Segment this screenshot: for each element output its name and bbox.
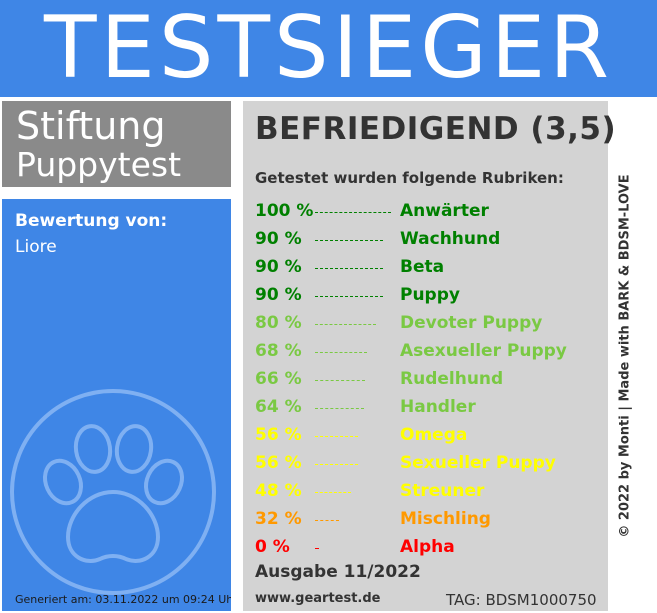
category-name: Wachhund: [400, 229, 501, 249]
category-level-line: [315, 268, 383, 269]
verdict-title: BEFRIEDIGEND (3,5): [255, 111, 617, 147]
category-row: 66 % Rudelhund: [255, 366, 605, 394]
category-row: 90 % Beta: [255, 254, 605, 282]
category-percent: 32 %: [255, 509, 302, 529]
generated-timestamp: Generiert am: 03.11.2022 um 09:24 Uhr: [15, 593, 231, 606]
category-percent: 66 %: [255, 369, 302, 389]
paw-icon: [10, 389, 216, 595]
category-name: Beta: [400, 257, 445, 277]
category-percent: 68 %: [255, 341, 302, 361]
category-row: 80 % Devoter Puppy: [255, 310, 605, 338]
category-row: 64 % Handler: [255, 394, 605, 422]
category-level-line: [315, 492, 351, 493]
category-row: 100 % Anwärter: [255, 198, 605, 226]
category-percent: 56 %: [255, 453, 302, 473]
credit-text: © 2022 by Monti | Made with BARK & BDSM-…: [617, 174, 633, 538]
category-row: 0 % Alpha: [255, 534, 605, 562]
result-panel: BEFRIEDIGEND (3,5) Getestet wurden folge…: [243, 101, 616, 611]
category-percent: 80 %: [255, 313, 302, 333]
category-name: Handler: [400, 397, 476, 417]
category-name: Streuner: [400, 481, 485, 501]
category-level-line: [315, 436, 358, 437]
categories-subtitle: Getestet wurden folgende Rubriken:: [255, 169, 564, 187]
brand-line1: Stiftung: [16, 104, 166, 148]
category-level-line: [315, 520, 339, 521]
category-level-line: [315, 352, 367, 353]
category-name: Rudelhund: [400, 369, 504, 389]
category-name: Devoter Puppy: [400, 313, 543, 333]
category-level-line: [315, 380, 365, 381]
category-percent: 90 %: [255, 257, 302, 277]
category-row: 90 % Wachhund: [255, 226, 605, 254]
tag-label: TAG: BDSM1000750: [446, 591, 597, 609]
category-level-line: [315, 296, 383, 297]
category-percent: 90 %: [255, 285, 302, 305]
category-level-line: [315, 324, 376, 325]
category-row: 48 % Streuner: [255, 478, 605, 506]
category-level-line: [315, 464, 358, 465]
category-name: Sexueller Puppy: [400, 453, 556, 473]
category-level-line: [315, 240, 383, 241]
category-row: 56 % Omega: [255, 422, 605, 450]
category-percent: 64 %: [255, 397, 302, 417]
category-list: 100 % Anwärter 90 % Wachhund 90 % Beta 90 % Pup…: [255, 198, 605, 562]
brand-line2: Puppytest: [16, 145, 182, 184]
rating-panel: Bewertung von: Liore Generiert am: 03.11…: [2, 199, 231, 611]
category-level-line: [315, 408, 364, 409]
category-level-line: [315, 212, 391, 213]
category-percent: 90 %: [255, 229, 302, 249]
category-level-line: [315, 548, 319, 549]
category-row: 90 % Puppy: [255, 282, 605, 310]
category-name: Asexueller Puppy: [400, 341, 567, 361]
category-percent: 0 %: [255, 537, 290, 557]
category-percent: 100 %: [255, 201, 314, 221]
category-name: Anwärter: [400, 201, 489, 221]
category-name: Omega: [400, 425, 468, 445]
category-name: Puppy: [400, 285, 460, 305]
category-row: 56 % Sexueller Puppy: [255, 450, 605, 478]
category-percent: 48 %: [255, 481, 302, 501]
category-row: 32 % Mischling: [255, 506, 605, 534]
issue-label: Ausgabe 11/2022: [255, 562, 421, 582]
website-link[interactable]: www.geartest.de: [255, 591, 381, 606]
credit-strip: © 2022 by Monti | Made with BARK & BDSM-…: [613, 101, 637, 611]
category-name: Alpha: [400, 537, 455, 557]
headline-title: TESTSIEGER: [0, 0, 657, 97]
category-row: 68 % Asexueller Puppy: [255, 338, 605, 366]
rating-name: Liore: [15, 237, 57, 257]
category-percent: 56 %: [255, 425, 302, 445]
category-name: Mischling: [400, 509, 491, 529]
brand-box: Stiftung Puppytest: [2, 101, 231, 187]
rating-label: Bewertung von:: [15, 211, 168, 231]
